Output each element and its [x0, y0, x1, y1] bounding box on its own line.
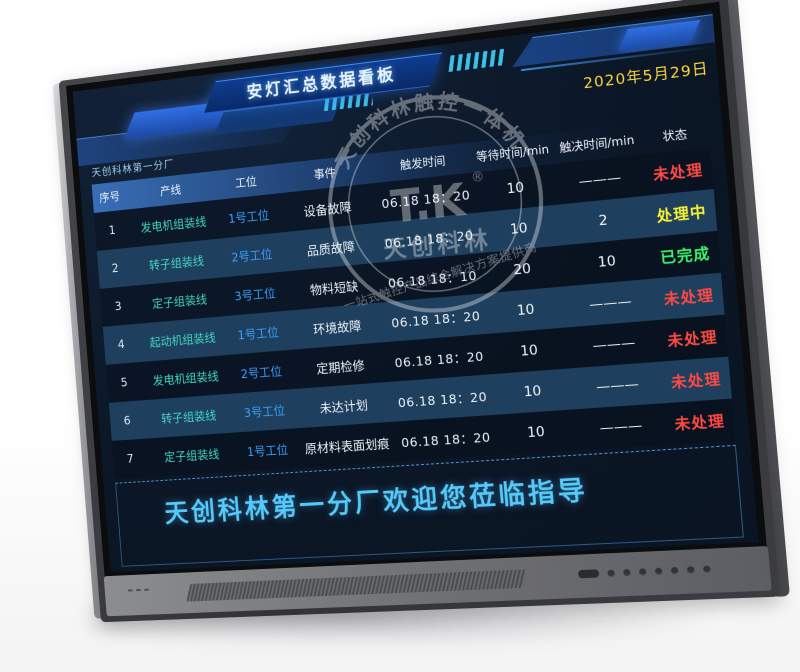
cell-resolve-time: ———	[591, 334, 636, 355]
cell-station: 2号工位	[240, 363, 283, 381]
control-button[interactable]	[638, 567, 647, 576]
cell-status: 未处理	[670, 371, 722, 392]
column-header-event: 事件	[313, 165, 337, 182]
column-header-status: 状态	[661, 126, 688, 144]
column-header-trigger-time: 触发时间	[399, 153, 446, 173]
control-panel	[577, 564, 711, 579]
cell-status: 处理中	[656, 203, 708, 226]
cell-station: 1号工位	[227, 207, 270, 226]
cell-no: 7	[126, 451, 135, 466]
cell-wait-time: 20	[512, 260, 532, 279]
column-header-line: 产线	[159, 182, 182, 199]
power-button[interactable]	[702, 564, 711, 573]
control-button[interactable]	[686, 565, 695, 574]
bezel-logo-marks	[128, 588, 149, 592]
cell-line: 起动机组装线	[149, 330, 217, 350]
cell-status: 未处理	[673, 413, 726, 434]
ir-receiver	[577, 569, 600, 579]
cell-line: 转子组装线	[160, 408, 217, 426]
cell-trigger-time: 06.18 18：20	[397, 388, 488, 410]
speaker-grille	[186, 569, 528, 602]
control-button[interactable]	[670, 566, 679, 574]
cell-no: 6	[123, 413, 132, 428]
cell-trigger-time: 06.18 18：20	[384, 226, 475, 251]
column-header-resolve-time: 触决时间/min	[558, 132, 635, 155]
cell-no: 1	[108, 223, 117, 238]
cell-resolve-time: ———	[598, 417, 643, 437]
cell-station: 1号工位	[246, 442, 289, 459]
cell-status: 已完成	[659, 245, 711, 267]
cell-trigger-time: 06.18 18：20	[394, 347, 485, 370]
column-header-station: 工位	[234, 174, 258, 191]
cell-resolve-time: 2	[598, 212, 609, 230]
cell-status: 未处理	[652, 162, 704, 185]
cell-trigger-time: 06.18 18：20	[380, 186, 471, 211]
control-button[interactable]	[622, 568, 631, 576]
cell-status: 未处理	[666, 329, 719, 351]
banner-decoration-right-bright-block	[618, 20, 700, 51]
cell-event: 物料短缺	[309, 278, 359, 298]
andon-table: 序号 产线 工位 事件 触发时间 等待时间/min 触决时间/min 状态 1 …	[91, 115, 736, 480]
cell-no: 3	[114, 299, 123, 314]
cell-line: 发电机组装线	[140, 214, 207, 235]
column-header-wait-time: 等待时间/min	[475, 141, 550, 164]
cell-event: 原材料表面划痕	[304, 435, 391, 456]
cell-line: 定子组装线	[163, 446, 220, 464]
cell-resolve-time: ———	[588, 293, 633, 314]
cell-wait-time: 10	[526, 423, 546, 442]
monitor: 安灯汇总数据看板 2020年5月29日 天创科林第一分厂 序号 产线 工位 事件…	[52, 0, 790, 623]
cell-trigger-time: 06.18 18：10	[387, 267, 478, 291]
date-label: 2020年5月29日	[582, 61, 710, 93]
control-button[interactable]	[654, 567, 663, 575]
cell-no: 2	[111, 261, 120, 276]
cell-event: 环境故障	[312, 317, 362, 337]
cell-station: 3号工位	[234, 285, 276, 304]
cell-event: 定期检修	[315, 357, 366, 376]
cell-line: 发电机组装线	[152, 368, 220, 388]
cell-wait-time: 10	[505, 179, 525, 198]
cell-trigger-time: 06.18 18：20	[400, 428, 492, 450]
cell-line: 定子组装线	[151, 291, 208, 311]
cell-station: 1号工位	[237, 324, 280, 342]
cell-trigger-time: 06.18 18：20	[390, 307, 481, 331]
cell-no: 4	[117, 337, 126, 352]
cell-resolve-time: ———	[577, 169, 622, 191]
cell-line: 转子组装线	[148, 253, 205, 273]
column-header-no: 序号	[98, 189, 121, 205]
control-button[interactable]	[607, 569, 616, 577]
cell-resolve-time: ———	[595, 375, 640, 396]
cell-wait-time: 10	[509, 220, 529, 238]
cell-station: 2号工位	[230, 246, 273, 265]
cell-station: 3号工位	[243, 403, 286, 420]
cell-wait-time: 10	[516, 301, 536, 320]
cell-no: 5	[120, 375, 129, 390]
dashboard-screen: 安灯汇总数据看板 2020年5月29日 天创科林第一分厂 序号 产线 工位 事件…	[72, 9, 759, 573]
cell-event: 未达计划	[319, 397, 369, 416]
cell-event: 品质故障	[306, 238, 356, 258]
banner-stripes-right	[446, 48, 507, 73]
cell-status: 未处理	[663, 287, 715, 309]
scene: 安灯汇总数据看板 2020年5月29日 天创科林第一分厂 序号 产线 工位 事件…	[52, 0, 790, 656]
cell-wait-time: 10	[523, 382, 543, 401]
cell-wait-time: 10	[519, 342, 539, 360]
cell-resolve-time: 10	[597, 252, 617, 271]
cell-event: 设备故障	[303, 199, 353, 219]
monitor-frame: 安灯汇总数据看板 2020年5月29日 天创科林第一分厂 序号 产线 工位 事件…	[58, 0, 780, 623]
